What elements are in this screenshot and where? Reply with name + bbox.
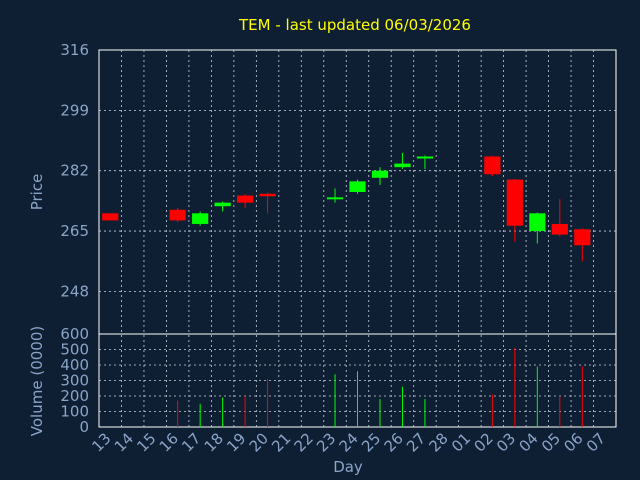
candle-16 xyxy=(169,207,186,223)
candle-body xyxy=(214,202,231,207)
candle-body xyxy=(416,156,434,159)
grid xyxy=(99,50,616,427)
candle-body xyxy=(484,156,501,175)
candle-05 xyxy=(551,199,568,237)
price-tick-label: 299 xyxy=(60,101,89,119)
candle-body xyxy=(237,195,254,203)
price-tick-label: 316 xyxy=(60,41,89,59)
candle-17 xyxy=(192,211,209,226)
price-axis-label: Price xyxy=(28,174,46,211)
candle-24 xyxy=(349,179,366,194)
volume-tick-label: 200 xyxy=(60,387,89,405)
candle-body xyxy=(394,163,411,168)
volume-tick-label: 0 xyxy=(79,418,89,436)
candle-body xyxy=(349,181,366,192)
price-tick-label: 282 xyxy=(60,162,89,180)
candle-body xyxy=(506,179,523,226)
candle-body xyxy=(574,229,591,246)
candle-19 xyxy=(237,194,254,208)
x-tick-label: 07 xyxy=(583,429,609,455)
candle-body xyxy=(169,209,186,221)
candle-body xyxy=(551,223,568,235)
candle-body xyxy=(259,193,276,197)
candle-27 xyxy=(416,155,434,169)
volume-bars xyxy=(177,347,583,427)
candle-body xyxy=(192,213,209,224)
price-tick-labels: 316 299 282 265 248 xyxy=(60,41,89,300)
candle-03 xyxy=(506,178,523,242)
candle-02 xyxy=(484,155,501,177)
price-tick-label: 265 xyxy=(60,222,89,240)
price-tick-label: 248 xyxy=(60,282,89,300)
candle-06 xyxy=(574,228,591,262)
candle-body xyxy=(102,213,119,221)
volume-tick-label: 600 xyxy=(60,325,89,343)
candle-23 xyxy=(326,188,344,203)
candle-20 xyxy=(259,192,276,214)
candle-body xyxy=(371,170,389,178)
volume-axis-label: Volume (0000) xyxy=(28,326,46,436)
volume-tick-label: 300 xyxy=(60,372,89,390)
candle-body xyxy=(529,213,546,232)
chart-title: TEM - last updated 06/03/2026 xyxy=(238,16,471,34)
candles xyxy=(102,152,591,262)
volume-tick-label: 400 xyxy=(60,356,89,374)
x-axis-label: Day xyxy=(333,458,363,476)
volume-tick-label: 100 xyxy=(60,403,89,421)
candle-04 xyxy=(529,212,546,244)
candle-13 xyxy=(102,213,119,221)
volume-tick-label: 500 xyxy=(60,341,89,359)
candle-25 xyxy=(371,167,389,185)
candle-18 xyxy=(214,201,231,212)
x-tick-labels: 1314151617181920212223242526272801020304… xyxy=(88,429,609,455)
candle-body xyxy=(326,197,344,200)
candle-26 xyxy=(394,152,411,169)
